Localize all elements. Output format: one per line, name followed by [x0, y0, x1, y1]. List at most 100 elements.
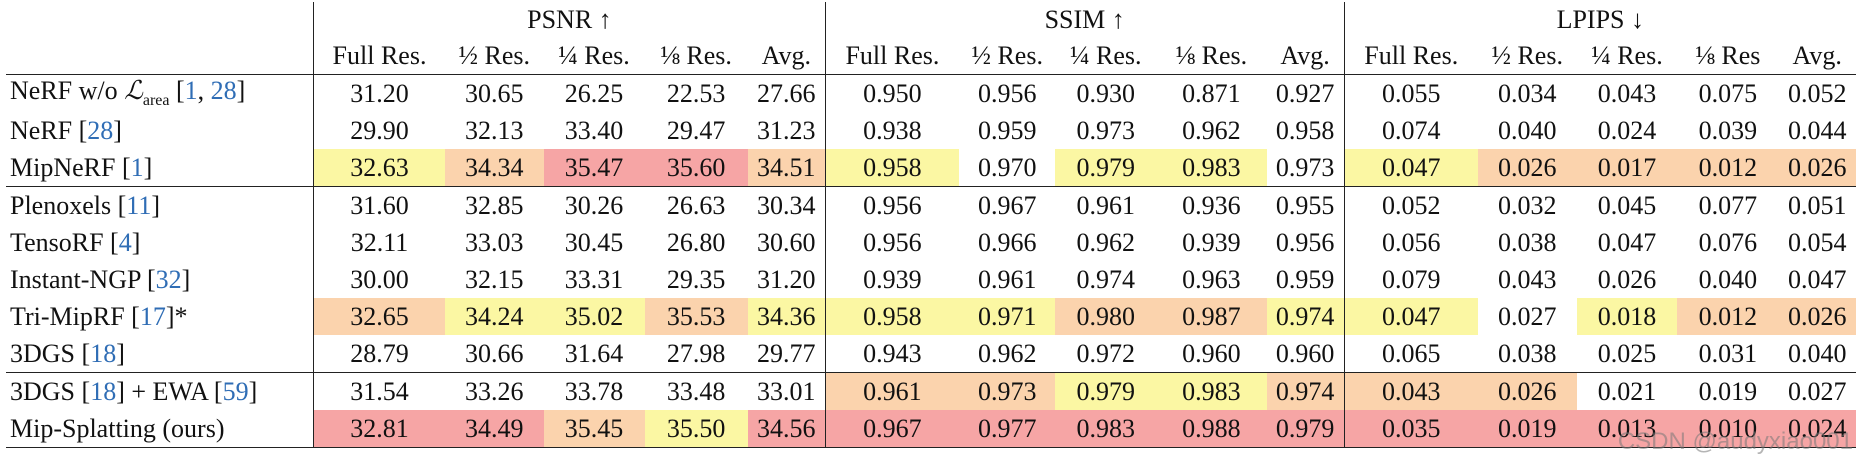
value-cell: 0.027: [1497, 301, 1557, 331]
citation-link[interactable]: 1: [184, 76, 198, 106]
citation-link[interactable]: 18: [90, 338, 117, 368]
value-cell: 0.012: [1677, 149, 1779, 187]
value-cell: 0.034: [1477, 74, 1577, 112]
watermark: CSDN @audyxiao001: [1617, 428, 1853, 455]
citation-link[interactable]: 17: [139, 301, 166, 331]
value-cell: 0.047: [1343, 149, 1478, 187]
value-cell: 0.977: [959, 410, 1056, 448]
value-cell: 0.047: [1787, 264, 1847, 294]
citation-link[interactable]: 32: [155, 264, 182, 294]
value-cell: 0.052: [1343, 186, 1478, 224]
value-cell: 0.960: [1275, 338, 1335, 368]
value-cell: 0.043: [1576, 74, 1678, 112]
method-label: 3DGS: [10, 338, 82, 368]
results-body: NeRF w/o ℒarea [1, 28] 31.20 30.65 26.25 22.…: [6, 74, 1856, 448]
method-name: MipNeRF [1]: [10, 152, 153, 182]
value-cell: 26.80: [666, 227, 726, 257]
value-cell: 33.40: [564, 115, 624, 145]
value-cell: 32.85: [444, 186, 544, 224]
subheader-ssim-2: ¼ Res.: [1070, 41, 1142, 70]
table-row: 3DGS [18] + EWA [59] 31.54 33.26 33.78 33.48…: [6, 372, 1856, 410]
value-cell: 27.98: [666, 338, 726, 368]
value-cell: 33.03: [465, 227, 524, 257]
value-cell: 0.956: [824, 224, 960, 261]
subheader-ssim-4: Avg.: [1280, 41, 1330, 70]
value-cell: 0.018: [1576, 298, 1678, 335]
subheader-lpips-4: Avg.: [1792, 41, 1842, 70]
value-cell: 0.950: [824, 74, 960, 112]
table-row: Plenoxels [11] 31.60 32.85 30.26 26.63 30.34 0…: [6, 186, 1856, 224]
value-cell: 0.026: [1597, 264, 1657, 294]
value-cell: 32.13: [465, 115, 524, 145]
value-cell: 0.038: [1497, 227, 1557, 257]
value-cell: 0.039: [1698, 115, 1758, 145]
value-cell: 0.040: [1787, 338, 1847, 368]
value-cell: 0.967: [959, 186, 1056, 224]
value-cell: 0.026: [1477, 149, 1577, 187]
citation-link[interactable]: 18: [90, 376, 117, 406]
value-cell: 0.973: [959, 372, 1056, 410]
value-cell: 0.013: [1576, 410, 1678, 448]
value-cell: 0.021: [1576, 372, 1678, 410]
value-cell: 32.15: [465, 264, 524, 294]
value-cell: 0.052: [1778, 74, 1856, 112]
citation-link[interactable]: 28: [87, 115, 114, 145]
value-cell: 0.047: [1343, 298, 1478, 335]
value-cell: 0.973: [1275, 152, 1335, 182]
value-cell: 22.53: [644, 74, 748, 112]
value-cell: 0.930: [1055, 74, 1157, 112]
value-cell: 0.927: [1266, 74, 1345, 112]
value-cell: 34.56: [747, 410, 826, 448]
method-suffix: *: [174, 301, 188, 331]
table-row: Tri-MipRF [17]* 32.65 34.24 35.02 35.53 34.36…: [6, 298, 1856, 335]
table-row: 3DGS [18] 28.79 30.66 31.64 27.98 29.77 0.943 0…: [6, 335, 1856, 373]
value-cell: 0.074: [1343, 112, 1478, 149]
value-cell: 0.019: [1477, 410, 1577, 448]
value-cell: 34.24: [444, 298, 544, 335]
subheader-psnr-3: ⅛ Res.: [660, 41, 732, 70]
value-cell: 33.31: [564, 264, 624, 294]
method-name: Plenoxels [11]: [6, 186, 314, 224]
method-label: 3DGS: [10, 376, 82, 406]
value-cell: 30.26: [543, 186, 645, 224]
value-cell: 32.81: [313, 410, 445, 448]
value-cell: 32.11: [313, 224, 445, 261]
subheader-psnr-1: ½ Res.: [458, 41, 531, 70]
loss-subscript: area: [142, 92, 170, 110]
value-cell: 0.959: [977, 115, 1037, 145]
value-cell: 31.20: [757, 264, 816, 294]
value-cell: 0.983: [1055, 410, 1157, 448]
value-cell: 31.60: [313, 186, 445, 224]
value-cell: 29.47: [666, 115, 726, 145]
method-name: Tri-MipRF [17]*: [10, 301, 188, 331]
loss-symbol: ℒarea: [124, 76, 169, 109]
value-cell: 0.967: [824, 410, 960, 448]
citation-link[interactable]: 28: [210, 76, 237, 106]
citation-link[interactable]: 59: [222, 376, 249, 406]
value-cell: 0.980: [1055, 298, 1157, 335]
subheader-lpips-0: Full Res.: [1343, 38, 1478, 75]
subheader-ssim-0: Full Res.: [824, 38, 960, 75]
value-cell: 29.35: [666, 264, 726, 294]
subheader-corner: [6, 38, 314, 75]
value-cell: 30.45: [564, 227, 624, 257]
value-cell: 0.973: [1076, 115, 1136, 145]
value-cell: 0.938: [824, 112, 960, 149]
value-cell: 0.035: [1343, 410, 1478, 448]
value-cell: 0.055: [1343, 74, 1478, 112]
value-cell: 34.34: [444, 149, 544, 187]
value-cell: 0.040: [1497, 115, 1557, 145]
value-cell: 27.66: [747, 74, 826, 112]
citation-link[interactable]: 11: [126, 190, 152, 220]
value-cell: 26.25: [543, 74, 645, 112]
value-cell: 30.65: [444, 74, 544, 112]
citation-link[interactable]: 4: [118, 227, 132, 257]
value-cell: 33.48: [644, 372, 748, 410]
group-header-ssim: SSIM ↑: [824, 2, 1345, 38]
value-cell: 0.956: [824, 186, 960, 224]
value-cell: 0.956: [959, 74, 1056, 112]
citation-link[interactable]: 1: [130, 152, 144, 182]
value-cell: 31.20: [313, 74, 445, 112]
value-cell: 0.065: [1343, 335, 1478, 373]
value-cell: 0.871: [1156, 74, 1267, 112]
